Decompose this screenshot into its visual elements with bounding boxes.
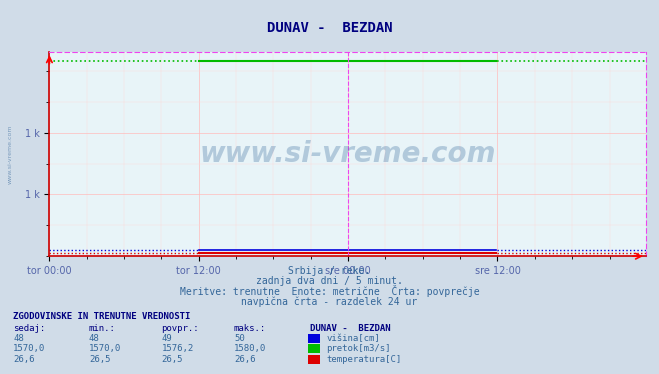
Text: DUNAV -  BEZDAN: DUNAV - BEZDAN: [267, 21, 392, 35]
Text: www.si-vreme.com: www.si-vreme.com: [8, 125, 13, 184]
Text: pretok[m3/s]: pretok[m3/s]: [326, 344, 391, 353]
Text: ZGODOVINSKE IN TRENUTNE VREDNOSTI: ZGODOVINSKE IN TRENUTNE VREDNOSTI: [13, 312, 190, 321]
Text: navpična črta - razdelek 24 ur: navpična črta - razdelek 24 ur: [241, 296, 418, 307]
Text: 50: 50: [234, 334, 244, 343]
Text: 48: 48: [89, 334, 100, 343]
Text: 1570,0: 1570,0: [89, 344, 121, 353]
Text: povpr.:: povpr.:: [161, 324, 199, 333]
Text: DUNAV -  BEZDAN: DUNAV - BEZDAN: [310, 324, 390, 333]
Text: Meritve: trenutne  Enote: metrične  Črta: povprečje: Meritve: trenutne Enote: metrične Črta: …: [180, 285, 479, 297]
Text: 26,6: 26,6: [234, 355, 256, 364]
Text: Srbija / reke.: Srbija / reke.: [289, 266, 370, 276]
Text: 1570,0: 1570,0: [13, 344, 45, 353]
Text: 49: 49: [161, 334, 172, 343]
Text: 26,5: 26,5: [89, 355, 111, 364]
Text: min.:: min.:: [89, 324, 116, 333]
Text: 26,6: 26,6: [13, 355, 35, 364]
Text: višina[cm]: višina[cm]: [326, 334, 380, 343]
Text: 1580,0: 1580,0: [234, 344, 266, 353]
Text: 1576,2: 1576,2: [161, 344, 194, 353]
Text: www.si-vreme.com: www.si-vreme.com: [200, 140, 496, 168]
Text: maks.:: maks.:: [234, 324, 266, 333]
Text: 48: 48: [13, 334, 24, 343]
Text: temperatura[C]: temperatura[C]: [326, 355, 401, 364]
Text: sedaj:: sedaj:: [13, 324, 45, 333]
Text: 26,5: 26,5: [161, 355, 183, 364]
Text: zadnja dva dni / 5 minut.: zadnja dva dni / 5 minut.: [256, 276, 403, 286]
